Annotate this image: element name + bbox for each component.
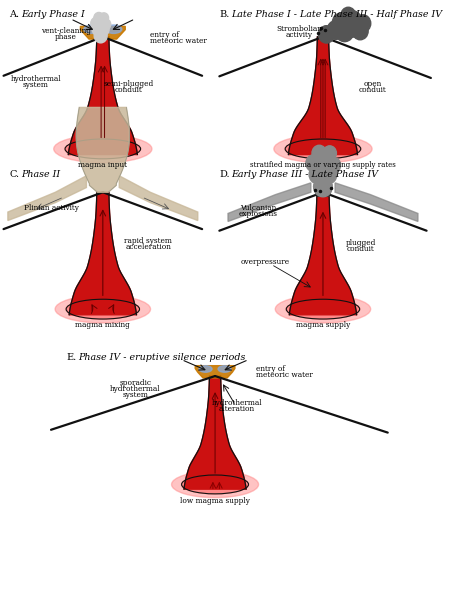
- Circle shape: [94, 13, 104, 24]
- Circle shape: [306, 155, 321, 171]
- Polygon shape: [195, 365, 235, 378]
- Ellipse shape: [105, 25, 122, 33]
- Polygon shape: [289, 37, 357, 155]
- Text: magma supply: magma supply: [296, 321, 350, 329]
- Text: conduit: conduit: [359, 86, 386, 94]
- Polygon shape: [76, 107, 129, 192]
- Circle shape: [327, 21, 344, 39]
- Text: vent-cleaning: vent-cleaning: [41, 27, 91, 35]
- Ellipse shape: [274, 135, 372, 163]
- Text: Phase II: Phase II: [21, 170, 60, 179]
- Ellipse shape: [286, 299, 360, 319]
- Text: stratified magma or varying supply rates: stratified magma or varying supply rates: [250, 161, 396, 169]
- Text: magma input: magma input: [78, 161, 128, 169]
- Text: D.: D.: [219, 170, 230, 179]
- Polygon shape: [69, 192, 137, 315]
- Text: C.: C.: [9, 170, 19, 179]
- Ellipse shape: [55, 295, 151, 323]
- Ellipse shape: [172, 471, 258, 498]
- Text: alteration: alteration: [219, 405, 255, 413]
- Circle shape: [326, 158, 341, 173]
- Text: phase: phase: [55, 33, 77, 41]
- Ellipse shape: [66, 299, 139, 319]
- Ellipse shape: [54, 135, 152, 163]
- Circle shape: [320, 165, 337, 184]
- Text: hydrothermal: hydrothermal: [110, 385, 161, 393]
- Ellipse shape: [275, 295, 371, 323]
- Circle shape: [99, 13, 109, 23]
- Circle shape: [316, 152, 334, 171]
- Text: open: open: [364, 80, 382, 88]
- Circle shape: [336, 22, 354, 42]
- Text: magma mixing: magma mixing: [75, 321, 130, 329]
- Polygon shape: [289, 192, 356, 315]
- Circle shape: [341, 7, 356, 23]
- Ellipse shape: [199, 365, 212, 372]
- Circle shape: [92, 23, 104, 36]
- Text: sporadic: sporadic: [119, 379, 151, 387]
- Text: Strombolian: Strombolian: [276, 25, 322, 33]
- Text: hydrothermal: hydrothermal: [211, 399, 262, 407]
- Text: conduit: conduit: [115, 86, 143, 94]
- Circle shape: [332, 13, 349, 32]
- Text: entry of: entry of: [150, 32, 179, 39]
- Ellipse shape: [285, 139, 361, 159]
- Circle shape: [100, 19, 111, 30]
- Polygon shape: [335, 183, 418, 221]
- Ellipse shape: [182, 475, 248, 494]
- Circle shape: [323, 146, 337, 161]
- Text: low magma supply: low magma supply: [180, 497, 250, 505]
- Text: rapid system: rapid system: [124, 237, 172, 245]
- Text: entry of: entry of: [256, 365, 285, 373]
- Text: B.: B.: [219, 10, 230, 19]
- Circle shape: [344, 18, 361, 37]
- Text: acceleration: acceleration: [125, 243, 171, 251]
- Text: Early Phase I: Early Phase I: [21, 10, 85, 19]
- Ellipse shape: [84, 25, 100, 33]
- Text: hydrothermal: hydrothermal: [10, 75, 61, 83]
- Text: E.: E.: [66, 353, 76, 362]
- Polygon shape: [184, 376, 246, 489]
- Text: system: system: [23, 81, 49, 89]
- Circle shape: [352, 22, 368, 40]
- Polygon shape: [8, 176, 86, 221]
- Circle shape: [355, 15, 371, 32]
- Text: Phase IV - eruptive silence periods: Phase IV - eruptive silence periods: [78, 353, 246, 362]
- Text: Vulcanian: Vulcanian: [240, 204, 276, 212]
- Text: Plinian activity: Plinian activity: [24, 204, 79, 212]
- Text: meteoric water: meteoric water: [150, 38, 207, 45]
- Text: plugged: plugged: [346, 239, 376, 247]
- Text: meteoric water: meteoric water: [256, 371, 313, 379]
- Text: A.: A.: [9, 10, 19, 19]
- Polygon shape: [119, 176, 198, 221]
- Circle shape: [98, 23, 109, 36]
- Text: overpressure: overpressure: [240, 258, 289, 265]
- Polygon shape: [228, 183, 311, 221]
- Text: system: system: [122, 391, 148, 399]
- Circle shape: [95, 16, 108, 29]
- Text: semi-plugged: semi-plugged: [104, 80, 154, 88]
- Ellipse shape: [65, 139, 141, 159]
- Polygon shape: [68, 37, 137, 155]
- Text: activity: activity: [286, 31, 313, 39]
- Circle shape: [314, 176, 332, 197]
- Circle shape: [319, 25, 334, 43]
- Ellipse shape: [218, 365, 231, 372]
- Polygon shape: [313, 187, 332, 196]
- Text: Early Phase III - Late Phase IV: Early Phase III - Late Phase IV: [231, 170, 379, 179]
- Text: conduit: conduit: [347, 245, 375, 253]
- Polygon shape: [81, 27, 125, 39]
- Text: explosions: explosions: [239, 210, 278, 218]
- Text: Late Phase I - Late Phase III - Half Phase IV: Late Phase I - Late Phase III - Half Pha…: [231, 10, 443, 19]
- Circle shape: [94, 28, 107, 43]
- Circle shape: [343, 11, 362, 31]
- Circle shape: [91, 18, 101, 29]
- Circle shape: [309, 165, 326, 184]
- Circle shape: [312, 145, 327, 161]
